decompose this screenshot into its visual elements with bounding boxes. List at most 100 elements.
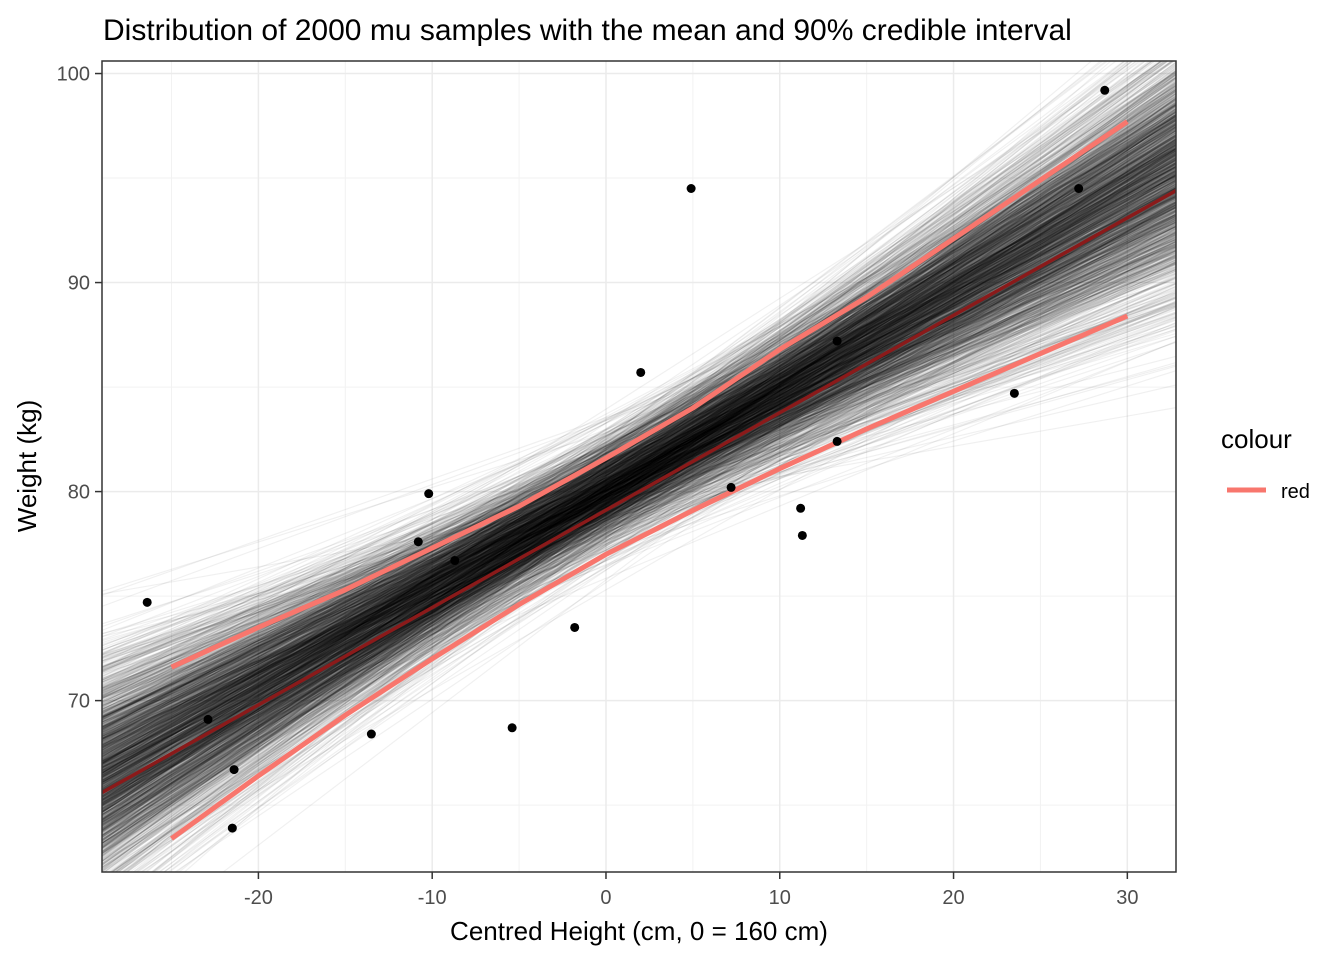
posterior-sample-line	[102, 204, 1176, 694]
posterior-sample-line	[102, 221, 1176, 728]
posterior-sample-line	[102, 113, 1176, 813]
posterior-sample-line	[102, 182, 1176, 783]
posterior-sample-line	[102, 110, 1176, 854]
posterior-sample-line	[102, 191, 1176, 769]
posterior-sample-line	[102, 265, 1176, 731]
posterior-sample-line	[102, 103, 1176, 841]
posterior-sample-line	[102, 61, 1175, 805]
posterior-sample-line	[102, 177, 1176, 728]
posterior-sample-line	[102, 262, 1176, 738]
posterior-sample-line	[102, 126, 1176, 784]
posterior-sample-line	[102, 115, 1176, 778]
posterior-sample-line	[102, 104, 1176, 829]
posterior-sample-line	[102, 179, 1176, 783]
posterior-sample-line	[102, 316, 1176, 723]
posterior-sample-line	[102, 231, 1176, 737]
posterior-sample-line	[102, 161, 1176, 786]
posterior-sample-line	[102, 193, 1176, 824]
posterior-sample-line	[102, 188, 1176, 714]
posterior-sample-line	[102, 184, 1176, 744]
x-tick-label: 30	[1116, 887, 1138, 909]
legend-label-red: red	[1281, 481, 1310, 503]
posterior-sample-line	[102, 174, 1176, 773]
posterior-sample-line	[102, 268, 1176, 728]
posterior-sample-line	[102, 167, 1176, 774]
posterior-sample-line	[102, 61, 1161, 853]
posterior-sample-line	[102, 162, 1176, 813]
posterior-sample-line	[102, 155, 1176, 790]
posterior-sample-line	[102, 108, 1176, 822]
posterior-sample-line	[102, 85, 1176, 777]
posterior-sample-line	[102, 168, 1176, 795]
posterior-sample-line	[102, 146, 1176, 808]
posterior-sample-line	[102, 267, 1176, 768]
posterior-sample-line	[102, 152, 1176, 797]
posterior-sample-line	[102, 71, 1176, 792]
posterior-sample-line	[102, 210, 1176, 766]
posterior-sample-line	[102, 111, 1176, 740]
minor-gridlines	[102, 61, 1176, 872]
posterior-sample-line	[102, 129, 1176, 727]
posterior-sample-line	[102, 61, 1126, 865]
posterior-sample-line	[102, 180, 1176, 715]
posterior-sample-line	[173, 199, 1176, 872]
posterior-sample-line	[102, 238, 1176, 804]
posterior-sample-line	[102, 306, 1176, 739]
posterior-sample-line	[102, 214, 1176, 762]
posterior-sample-line	[102, 219, 1176, 751]
posterior-sample-line	[102, 407, 1176, 595]
posterior-sample-line	[102, 118, 1176, 811]
posterior-sample-line	[102, 198, 1176, 797]
posterior-sample-line	[102, 172, 1176, 783]
posterior-sample-line	[102, 136, 1176, 768]
posterior-sample-line	[102, 211, 1176, 703]
data-point	[1074, 184, 1084, 194]
posterior-sample-line	[102, 257, 1176, 743]
posterior-sample-line	[102, 227, 1176, 679]
posterior-sample-line	[102, 187, 1176, 746]
posterior-sample-line	[102, 188, 1176, 757]
posterior-sample-line	[102, 140, 1176, 756]
posterior-sample-line	[102, 124, 1176, 798]
posterior-sample-line	[102, 131, 1176, 755]
posterior-sample-line	[102, 150, 1176, 806]
posterior-sample-line	[102, 275, 1176, 755]
x-tick-label: 10	[769, 887, 791, 909]
posterior-sample-line	[102, 92, 1176, 857]
posterior-sample-line	[102, 122, 1176, 813]
posterior-sample-line	[102, 277, 1176, 728]
posterior-sample-line	[102, 61, 1104, 844]
posterior-sample-line	[102, 113, 1176, 846]
posterior-sample-line	[102, 196, 1176, 751]
posterior-sample-line	[102, 246, 1176, 717]
posterior-sample-line	[102, 167, 1176, 748]
posterior-sample-line	[102, 206, 1176, 759]
posterior-sample-line	[102, 101, 1176, 821]
posterior-sample-line	[102, 231, 1176, 780]
posterior-sample-line	[102, 181, 1176, 781]
posterior-sample-line	[102, 134, 1176, 697]
posterior-sample-line	[102, 164, 1176, 737]
posterior-sample-line	[102, 148, 1176, 751]
posterior-sample-line	[102, 104, 1176, 822]
x-tick-label: 20	[942, 887, 964, 909]
posterior-sample-line	[102, 61, 1169, 805]
posterior-sample-line	[102, 170, 1176, 766]
posterior-sample-line	[117, 82, 1176, 872]
posterior-sample-line	[132, 61, 1159, 872]
posterior-sample-line	[102, 268, 1176, 672]
posterior-sample-line	[102, 61, 1163, 813]
posterior-sample-line	[102, 147, 1176, 793]
posterior-sample-line	[102, 200, 1176, 755]
posterior-sample-line	[102, 185, 1176, 770]
y-tick-label: 90	[68, 273, 90, 295]
posterior-sample-line	[102, 277, 1176, 739]
posterior-sample-line	[102, 157, 1176, 762]
posterior-sample-line	[102, 105, 1176, 853]
posterior-sample-line	[102, 179, 1176, 752]
posterior-sample-line	[102, 162, 1176, 781]
posterior-sample-line	[102, 248, 1176, 742]
posterior-sample-line	[102, 238, 1176, 671]
posterior-sample-line	[102, 176, 1176, 771]
posterior-sample-line	[102, 185, 1176, 730]
